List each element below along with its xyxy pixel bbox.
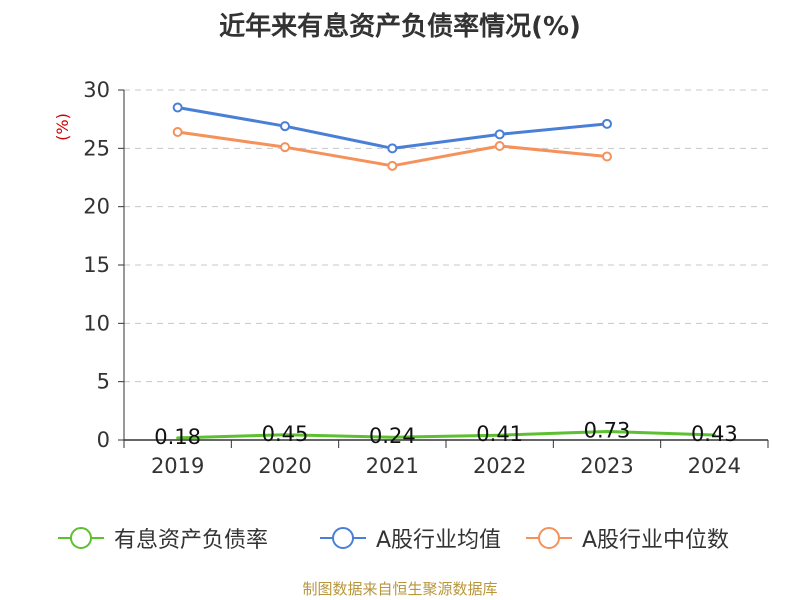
data-label: 0.45 bbox=[262, 422, 309, 446]
y-axis-label: (%) bbox=[53, 113, 72, 141]
data-point bbox=[602, 151, 612, 162]
x-tick-label: 2023 bbox=[580, 454, 633, 478]
y-tick-label: 25 bbox=[83, 136, 110, 160]
series-0 bbox=[176, 429, 716, 440]
line-chart: 0 5 10 15 20 25 30 2019 2020 2021 2022 2023 2024 0.1… bbox=[53, 78, 769, 478]
x-tick-label: 2024 bbox=[688, 454, 741, 478]
series-2 bbox=[172, 127, 612, 171]
data-point bbox=[494, 129, 505, 140]
x-tick-label: 2021 bbox=[366, 454, 419, 478]
legend-label: 有息资产负债率 bbox=[114, 528, 269, 553]
data-point bbox=[387, 143, 398, 154]
gridlines bbox=[124, 89, 768, 383]
data-point bbox=[172, 127, 183, 137]
x-tick-label: 2019 bbox=[151, 454, 204, 478]
y-tick-label: 0 bbox=[97, 428, 110, 452]
data-point bbox=[280, 121, 290, 132]
y-tick-label: 20 bbox=[83, 195, 110, 219]
y-tick-label: 15 bbox=[83, 253, 110, 277]
data-point bbox=[172, 102, 183, 113]
data-label: 0.73 bbox=[584, 418, 631, 442]
legend-item[interactable]: 有息资产负债率 bbox=[56, 518, 268, 558]
data-point bbox=[602, 118, 612, 129]
x-tick-label: 2022 bbox=[473, 454, 526, 478]
source-note: 制图数据来自恒生聚源数据库 bbox=[302, 580, 498, 598]
legend-label: A股行业均值 bbox=[376, 528, 502, 553]
data-label: 0.24 bbox=[369, 424, 416, 448]
data-point bbox=[494, 141, 505, 151]
series-lines bbox=[172, 102, 716, 440]
axes: 0 5 10 15 20 25 30 2019 2020 2021 2022 2023 2024 bbox=[83, 78, 769, 478]
y-tick-label: 5 bbox=[97, 370, 110, 394]
legend-marker-icon bbox=[320, 527, 366, 549]
data-point bbox=[387, 160, 398, 171]
x-tick-label: 2020 bbox=[258, 454, 311, 478]
data-label: 0.43 bbox=[691, 422, 738, 446]
legend-marker-icon bbox=[58, 527, 104, 549]
legend-item[interactable]: A股行业均值 bbox=[318, 518, 501, 558]
data-point bbox=[280, 142, 290, 153]
y-tick-label: 30 bbox=[83, 78, 110, 102]
y-tick-label: 10 bbox=[83, 311, 110, 335]
legend-marker-icon bbox=[526, 527, 572, 549]
legend-item[interactable]: A股行业中位数 bbox=[524, 518, 729, 558]
chart-title: 近年来有息资产负债率情况(%) bbox=[219, 12, 581, 42]
data-label: 0.18 bbox=[154, 425, 201, 449]
data-label: 0.41 bbox=[476, 422, 523, 446]
legend-label: A股行业中位数 bbox=[582, 528, 730, 553]
data-labels: 0.18 0.45 0.24 0.41 0.73 0.43 bbox=[154, 418, 737, 448]
series-line bbox=[176, 429, 716, 440]
legend: 有息资产负债率 A股行业均值 A股行业中位数 bbox=[0, 518, 800, 558]
series-1 bbox=[172, 102, 612, 154]
